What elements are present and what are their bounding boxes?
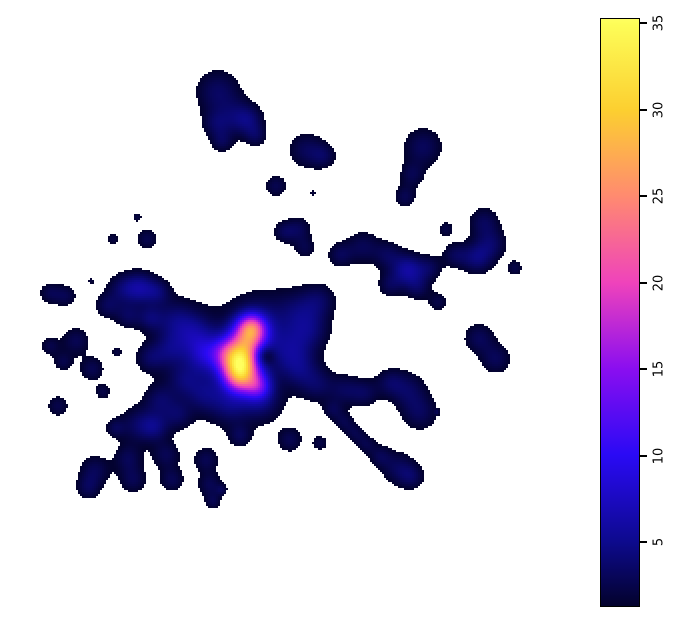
colorbar-tick (640, 108, 647, 111)
colorbar-tick-label: 25 (651, 187, 667, 205)
colorbar-gradient (601, 19, 639, 606)
colorbar-tick-label: 5 (651, 537, 667, 547)
colorbar-tick-label: 20 (651, 274, 667, 291)
colorbar-tick (640, 368, 647, 371)
density-map-canvas (0, 0, 590, 632)
colorbar-tick (640, 541, 647, 544)
colorbar-tick (640, 22, 647, 25)
colorbar-tick (640, 281, 647, 284)
colorbar-tick-label: 15 (651, 360, 667, 378)
colorbar-tick-label: 30 (651, 101, 667, 118)
colorbar-tick (640, 454, 647, 457)
colorbar (600, 18, 640, 607)
colorbar-tick (640, 195, 647, 198)
colorbar-tick-label: 10 (651, 447, 667, 464)
colorbar-tick-label: 35 (651, 14, 667, 32)
